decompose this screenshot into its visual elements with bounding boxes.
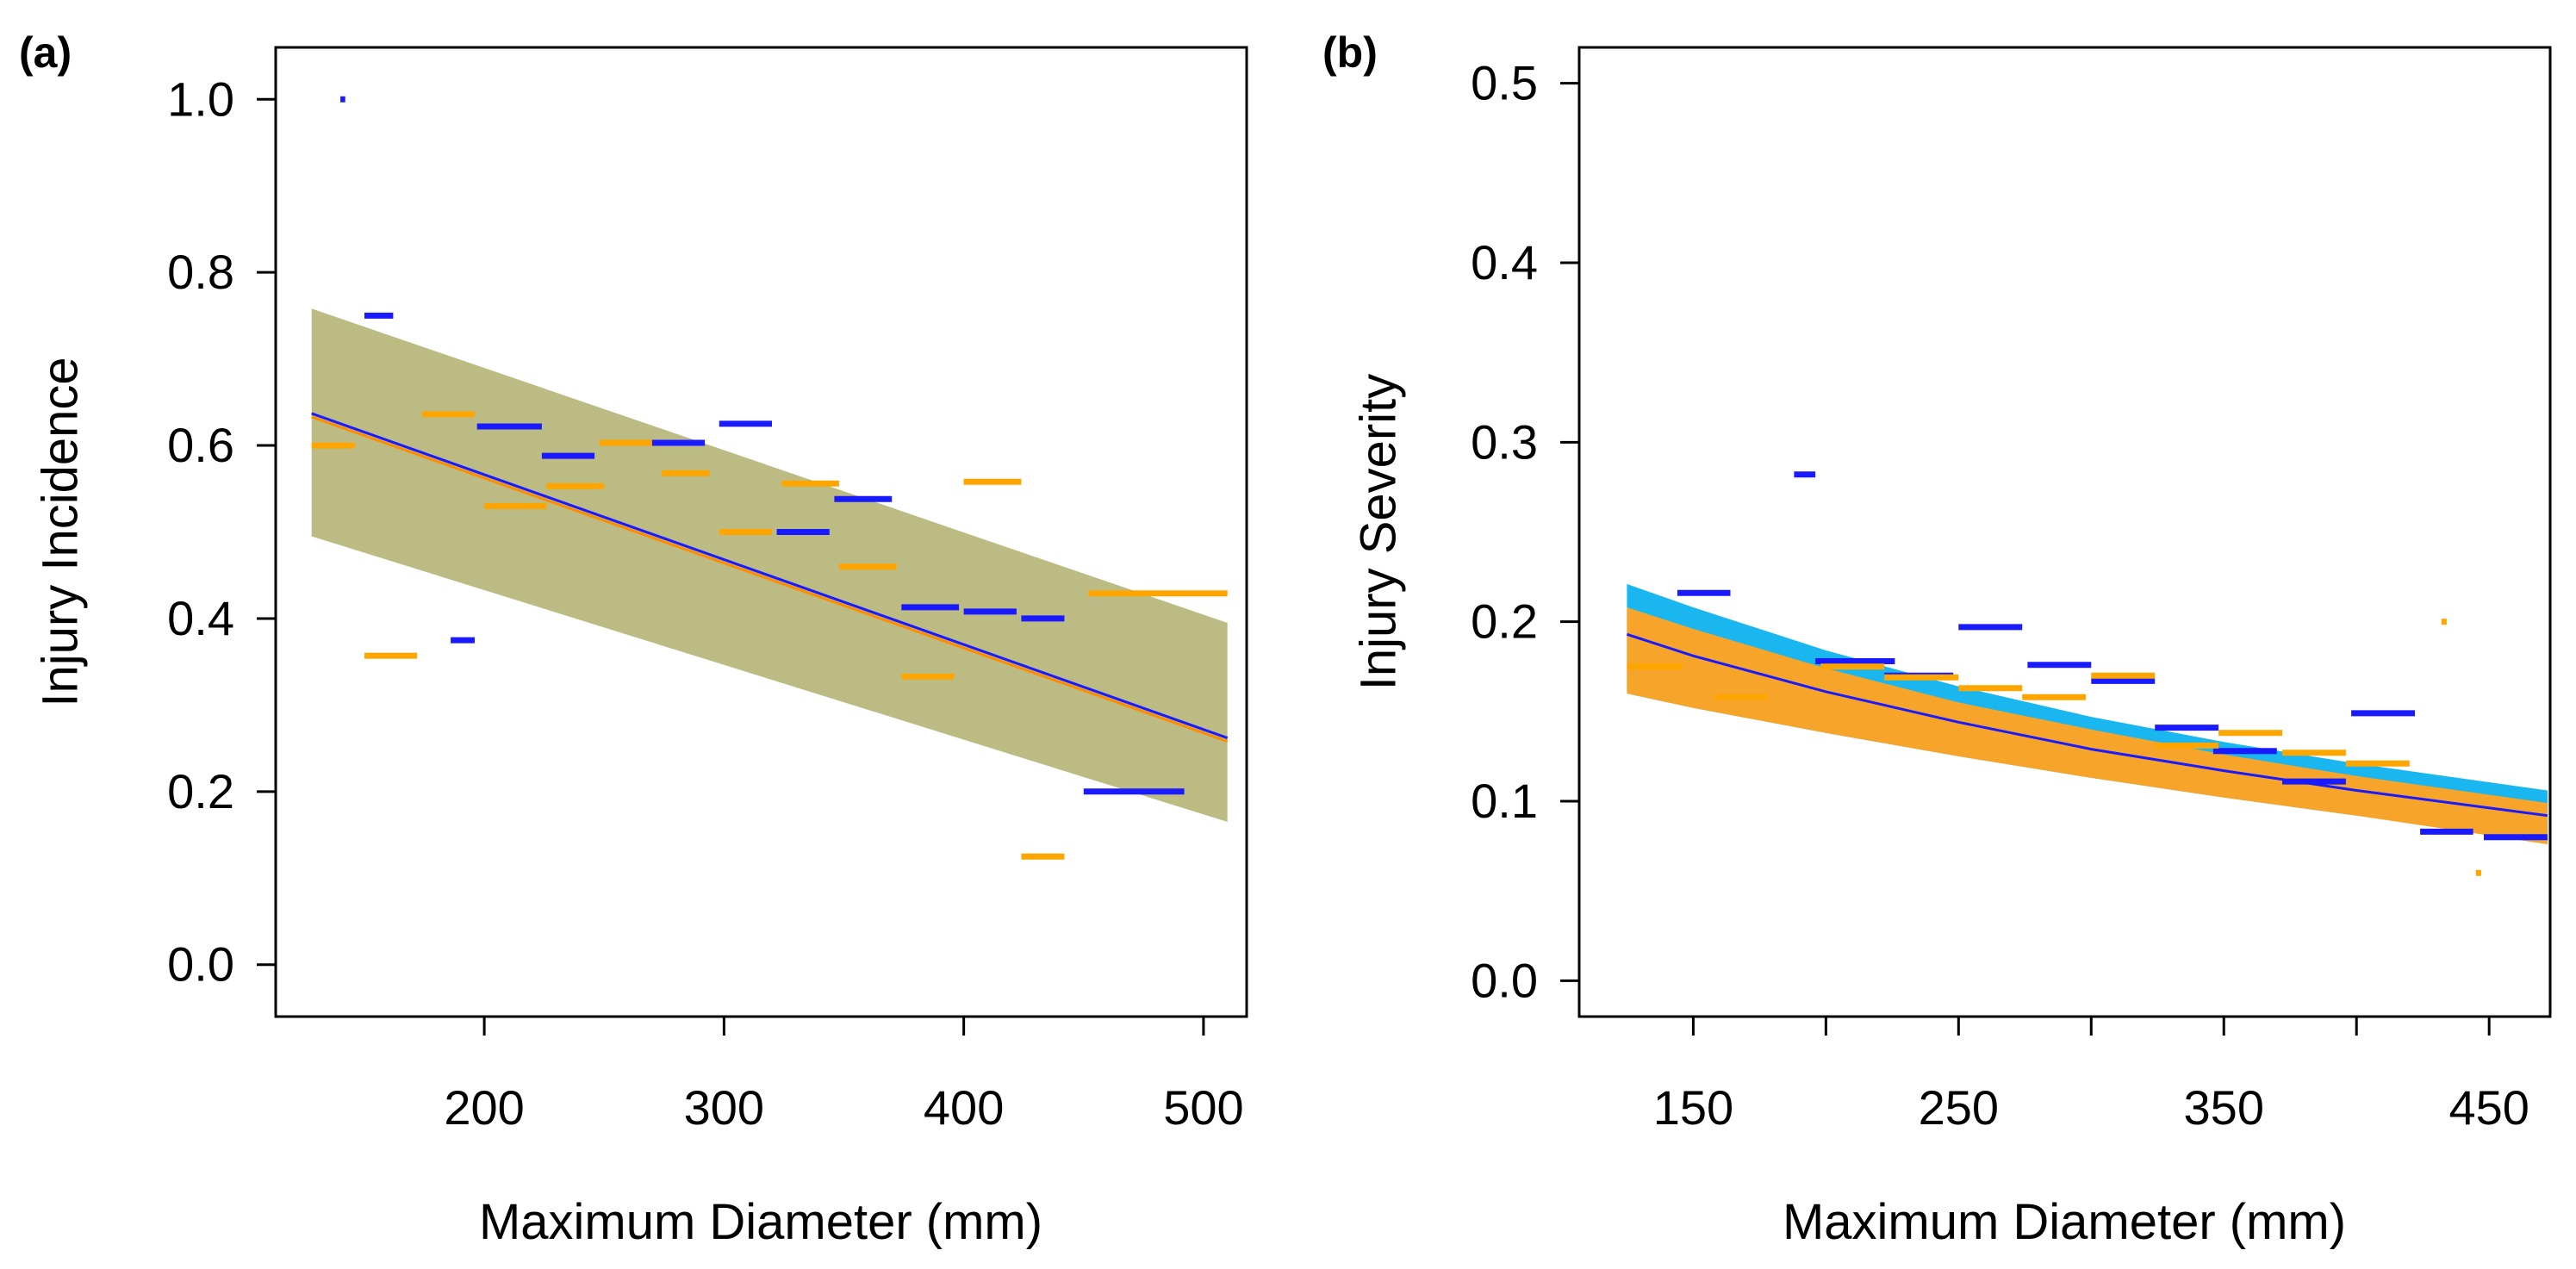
panel-a: 0.0 0.2 0.4 0.6 0.8 1.0 200 300 400 500 Maximum Di… xyxy=(19,28,1248,1250)
fit-line-blue-fit xyxy=(311,412,1229,740)
fit-line-blue-fit xyxy=(1626,632,2548,818)
y-tick-label: 0.6 xyxy=(167,418,234,472)
panel-label: (a) xyxy=(19,28,72,77)
y-tick-label: 0.4 xyxy=(167,591,234,645)
fit-line-orange-fit xyxy=(311,415,1229,743)
x-tick-label: 300 xyxy=(684,1080,764,1135)
x-tick-label: 200 xyxy=(444,1080,524,1135)
x-tick-label: 450 xyxy=(2448,1080,2529,1135)
panel-label: (b) xyxy=(1322,28,1378,77)
x-axis-title: Maximum Diameter (mm) xyxy=(479,1194,1042,1250)
y-tick-label: 0.0 xyxy=(1471,953,1538,1007)
x-tick-label: 250 xyxy=(1919,1080,1999,1135)
y-tick-label: 0.2 xyxy=(167,764,234,818)
y-tick-label: 0.5 xyxy=(1471,56,1538,110)
x-tick-label: 350 xyxy=(2184,1080,2264,1135)
y-tick-label: 0.4 xyxy=(1471,235,1538,289)
y-axis-title: Injury Severity xyxy=(1351,374,1407,690)
plot-frame xyxy=(1577,46,2552,1018)
y-tick-label: 0.8 xyxy=(167,245,234,299)
y-tick-label: 0.0 xyxy=(167,937,234,992)
plot-frame xyxy=(274,46,1248,1018)
y-tick-label: 1.0 xyxy=(167,72,234,126)
x-tick-label: 500 xyxy=(1163,1080,1243,1135)
y-tick-label: 0.2 xyxy=(1471,594,1538,649)
x-tick-label: 400 xyxy=(924,1080,1004,1135)
confidence-band-0 xyxy=(311,308,1228,822)
y-axis-title: Injury Incidence xyxy=(33,357,89,706)
y-tick-label: 0.3 xyxy=(1471,414,1538,469)
x-axis-title: Maximum Diameter (mm) xyxy=(1783,1194,2346,1250)
y-tick-label: 0.1 xyxy=(1471,774,1538,828)
x-tick-label: 150 xyxy=(1653,1080,1733,1135)
panel-b: 0.0 0.1 0.2 0.3 0.4 0.5 150 250 350 450 Maximum Di… xyxy=(1322,28,2552,1250)
